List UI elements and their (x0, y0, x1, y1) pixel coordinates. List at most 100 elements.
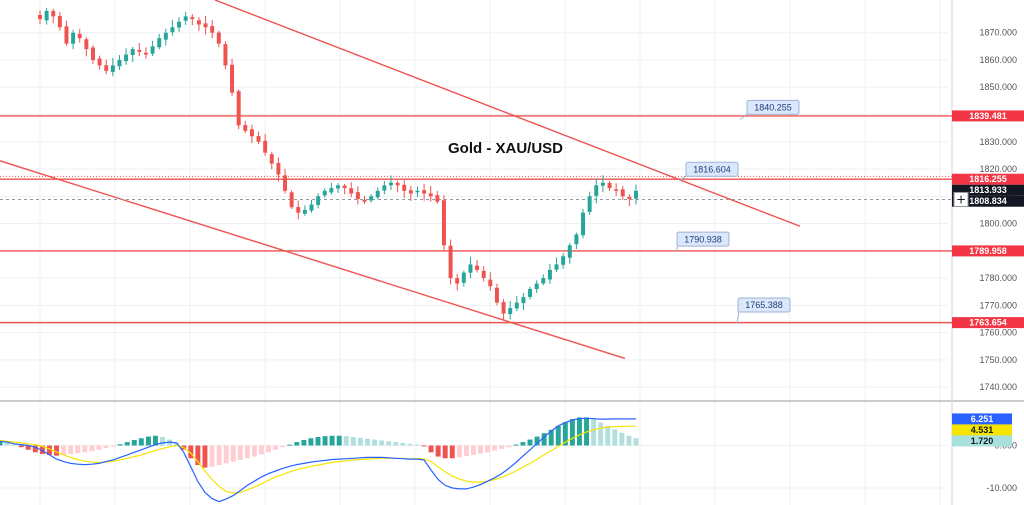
candle-body (336, 185, 340, 189)
candle-body (143, 52, 148, 55)
candle-body (77, 33, 82, 39)
price-tag-label: 1808.834 (969, 196, 1007, 206)
macd-histogram-bar (506, 445, 512, 448)
signal-line (0, 425, 636, 494)
macd-histogram-bar (75, 445, 81, 454)
candle-body (614, 189, 619, 191)
candle-body (269, 154, 274, 164)
macd-histogram-bar (273, 445, 279, 450)
crosshair-box (953, 191, 969, 207)
macd-histogram-bar (372, 439, 378, 446)
callout-pointer (736, 310, 740, 324)
macd-histogram-bar (32, 445, 38, 453)
price-tag (952, 195, 1024, 207)
candle-body (342, 185, 347, 189)
candle-body (263, 140, 268, 153)
callouts: 1840.255 1816.604 1790.938 1765.388 (675, 99, 800, 324)
candle-body (283, 175, 288, 191)
macd-histogram-bar (336, 435, 342, 446)
candle-body (627, 196, 632, 199)
candle-body (57, 16, 62, 28)
candles (38, 7, 638, 320)
price-tick-label: 1780.000 (979, 273, 1017, 283)
candle-body (64, 26, 69, 44)
candle-body (541, 278, 546, 284)
macd-histogram-bar (223, 445, 229, 464)
macd-histogram-bar (442, 445, 448, 459)
macd-histogram-bar (308, 438, 314, 446)
candle-body (475, 265, 480, 270)
macd-histogram-bar (605, 425, 611, 446)
candle-body (547, 269, 552, 280)
candle-body (322, 190, 327, 196)
macd-histogram-bar (195, 445, 201, 466)
indicator-tag-label: 1.720 (971, 436, 994, 446)
callout-box (746, 99, 800, 115)
candle-body (521, 297, 526, 304)
candle-body (600, 182, 605, 186)
candle-body (461, 272, 466, 283)
macd-histogram-bar (414, 444, 420, 446)
macd-histogram-bar (485, 445, 491, 453)
candle-body (395, 182, 400, 186)
macd-histogram-bar (569, 419, 575, 446)
callout-box (676, 231, 730, 247)
candle-body (528, 288, 533, 297)
macd-histogram-bar (598, 422, 604, 446)
candle-body (388, 182, 393, 186)
candle-body (468, 264, 473, 273)
callout-box (737, 297, 791, 313)
macd-histogram-bar (470, 445, 476, 455)
macd-histogram-bar (562, 422, 568, 446)
indicator-tag (952, 435, 1012, 447)
macd-histogram-bar (435, 445, 441, 457)
macd-histogram-bar (591, 419, 597, 446)
macd-histogram-bar (619, 432, 625, 446)
candle-body (309, 204, 314, 211)
candle-body (316, 196, 321, 205)
macd-histogram-bar (428, 445, 434, 453)
price-tick-label: 1820.000 (979, 164, 1017, 174)
candle-body (97, 58, 102, 66)
candle-body (302, 209, 307, 214)
upper-trendline (214, 0, 801, 227)
macd-histogram-bar (25, 445, 31, 450)
candle-body (203, 23, 208, 28)
candle-body (177, 21, 182, 28)
price-tick-label: 1830.000 (979, 137, 1017, 147)
macd-histogram-bar (350, 437, 356, 446)
price-axis: 1870.0001860.0001850.0001840.0001830.000… (952, 28, 1024, 493)
macd-histogram-bar (110, 445, 116, 447)
macd-histogram-bar (357, 437, 363, 446)
macd-histogram-bar (68, 445, 74, 454)
candle-body (455, 278, 460, 284)
indicator-tick-label: -10.000 (986, 483, 1017, 493)
candle-body (329, 188, 334, 193)
macd-line (0, 417, 636, 503)
price-tag (952, 173, 1024, 185)
candle-body (508, 308, 513, 315)
candle-body (216, 32, 221, 44)
macd-histogram-bar (520, 442, 526, 446)
macd-histogram-bar (258, 445, 264, 455)
macd-histogram-bar (626, 435, 632, 446)
macd-histogram-bar (492, 445, 498, 451)
candle-body (422, 190, 427, 194)
macd-histogram-bar (18, 445, 24, 448)
candle-body (554, 264, 559, 270)
macd-histogram-bar (287, 444, 293, 446)
macd-histogram-bar (202, 445, 208, 468)
macd-histogram-bar (449, 445, 455, 459)
candle-body (170, 27, 175, 33)
candle-body (428, 193, 433, 197)
macd-histogram-bar (61, 445, 67, 455)
level-lines (0, 115, 952, 324)
candle-body (223, 44, 228, 66)
candle-body (634, 190, 638, 199)
candle-body (249, 129, 254, 137)
candle-body (362, 199, 367, 202)
candle-body (289, 192, 294, 208)
indicator-tag-label: 6.251 (971, 414, 994, 424)
candle-body (435, 195, 440, 202)
